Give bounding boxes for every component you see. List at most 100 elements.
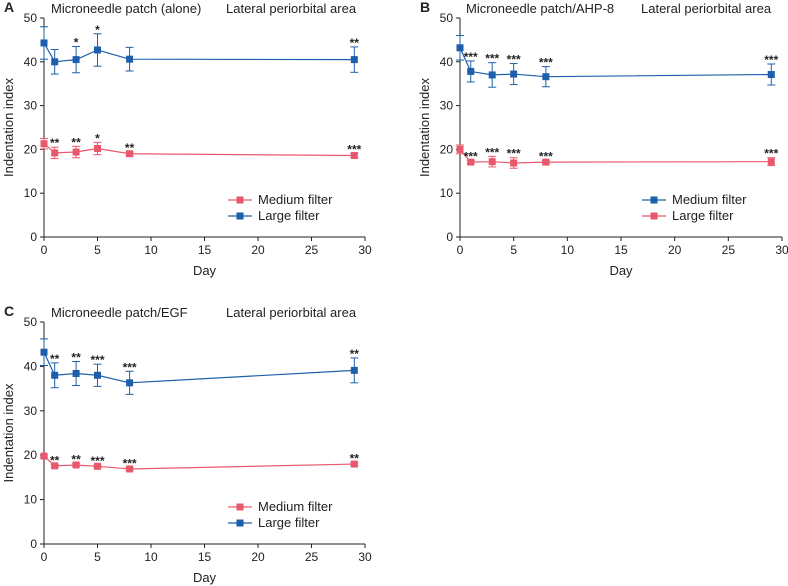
chart-title: Microneedle patch/EGF	[51, 305, 188, 320]
significance-marker: **	[50, 454, 60, 468]
chart-panel-b: B Microneedle patch/AHP-8 Lateral periorbi…	[417, 0, 788, 278]
x-tick-label: 0	[457, 243, 464, 257]
data-point	[40, 140, 48, 148]
significance-marker: ***	[507, 147, 521, 161]
significance-marker: *	[74, 35, 79, 49]
y-axis-label: Indentation index	[1, 383, 16, 483]
significance-marker: **	[350, 452, 360, 466]
chart-title: Microneedle patch/AHP-8	[466, 1, 614, 16]
data-point	[72, 461, 80, 469]
significance-marker: ***	[485, 145, 499, 159]
x-tick-label: 15	[198, 243, 212, 257]
data-point	[40, 452, 48, 460]
chart-panel-a: A Microneedle patch (alone) Lateral perior…	[1, 0, 372, 278]
significance-marker: **	[71, 135, 81, 149]
y-tick-label: 50	[24, 11, 38, 25]
series-medium-filter: ** ** *** ***	[40, 131, 362, 160]
x-tick-label: 0	[41, 243, 48, 257]
y-tick-label: 10	[24, 186, 38, 200]
data-point	[40, 39, 48, 47]
x-tick-label: 5	[510, 243, 517, 257]
significance-marker: **	[71, 453, 81, 467]
data-point	[456, 145, 464, 153]
legend-entry: Medium filter	[228, 192, 333, 207]
x-tick-label: 20	[668, 243, 682, 257]
x-axis-label: Day	[193, 570, 217, 585]
y-tick-label: 40	[24, 55, 38, 69]
y-tick-label: 0	[30, 230, 37, 244]
significance-marker: *	[95, 23, 100, 37]
data-point	[542, 73, 550, 81]
legend-entry: Medium filter	[228, 499, 333, 514]
series-large-filter: ** ** ********	[40, 338, 359, 395]
data-point	[510, 159, 518, 167]
data-point	[488, 158, 496, 166]
legend-label: Large filter	[672, 208, 734, 223]
data-point	[72, 370, 80, 378]
data-point	[94, 145, 101, 153]
x-tick-label: 15	[614, 243, 628, 257]
legend-label: Medium filter	[258, 192, 333, 207]
significance-marker: ***	[347, 142, 361, 156]
data-point	[126, 379, 134, 387]
significance-marker: ***	[764, 147, 778, 161]
data-point	[467, 67, 475, 75]
panel-letter: B	[420, 0, 430, 15]
significance-marker: **	[50, 352, 60, 366]
data-point	[94, 462, 101, 470]
data-point	[51, 462, 59, 470]
x-axis-label: Day	[609, 263, 633, 278]
legend-marker	[236, 196, 244, 204]
x-tick-label: 25	[305, 243, 319, 257]
data-point	[126, 465, 134, 473]
x-tick-label: 10	[144, 243, 158, 257]
y-axis-label: Indentation index	[1, 77, 16, 177]
chart-title: Microneedle patch (alone)	[51, 1, 201, 16]
significance-marker: ***	[507, 53, 521, 67]
data-point	[51, 371, 59, 379]
x-tick-label: 25	[305, 550, 319, 564]
data-point	[94, 46, 101, 54]
legend-label: Medium filter	[672, 192, 747, 207]
data-point	[467, 158, 475, 166]
significance-marker: ***	[90, 454, 104, 468]
chart-panel-c: C Microneedle patch/EGF Lateral periorbita…	[1, 303, 372, 585]
significance-marker: **	[50, 136, 60, 150]
y-axis-label: Indentation index	[417, 77, 432, 177]
x-tick-label: 10	[144, 550, 158, 564]
data-point	[51, 149, 59, 157]
data-point	[542, 158, 550, 166]
y-tick-label: 0	[30, 537, 37, 551]
legend-marker	[236, 212, 244, 220]
data-point	[51, 58, 59, 66]
x-tick-label: 30	[358, 550, 372, 564]
legend-marker	[236, 519, 244, 527]
significance-marker: ***	[464, 50, 478, 64]
significance-marker: ***	[485, 52, 499, 66]
data-point	[126, 55, 134, 63]
y-tick-label: 20	[440, 142, 454, 156]
significance-marker: **	[350, 36, 360, 50]
data-point	[510, 70, 518, 78]
y-tick-label: 40	[440, 55, 454, 69]
data-point	[767, 158, 775, 166]
data-point	[40, 348, 48, 356]
legend-entry: Large filter	[642, 208, 734, 223]
x-tick-label: 30	[775, 243, 788, 257]
legend-label: Large filter	[258, 515, 320, 530]
data-point	[72, 148, 80, 156]
significance-marker: ***	[123, 360, 137, 374]
legend-entry: Medium filter	[642, 192, 747, 207]
significance-marker: *	[95, 131, 100, 145]
data-point	[350, 460, 358, 468]
y-tick-label: 10	[440, 186, 454, 200]
x-tick-label: 5	[94, 243, 101, 257]
data-point	[350, 56, 358, 64]
legend-label: Large filter	[258, 208, 320, 223]
data-point	[488, 71, 496, 79]
series-medium-filter: ** ** *** *** **	[40, 452, 359, 473]
series-line	[43, 143, 355, 157]
significance-marker: ***	[764, 53, 778, 67]
x-tick-label: 20	[251, 243, 265, 257]
